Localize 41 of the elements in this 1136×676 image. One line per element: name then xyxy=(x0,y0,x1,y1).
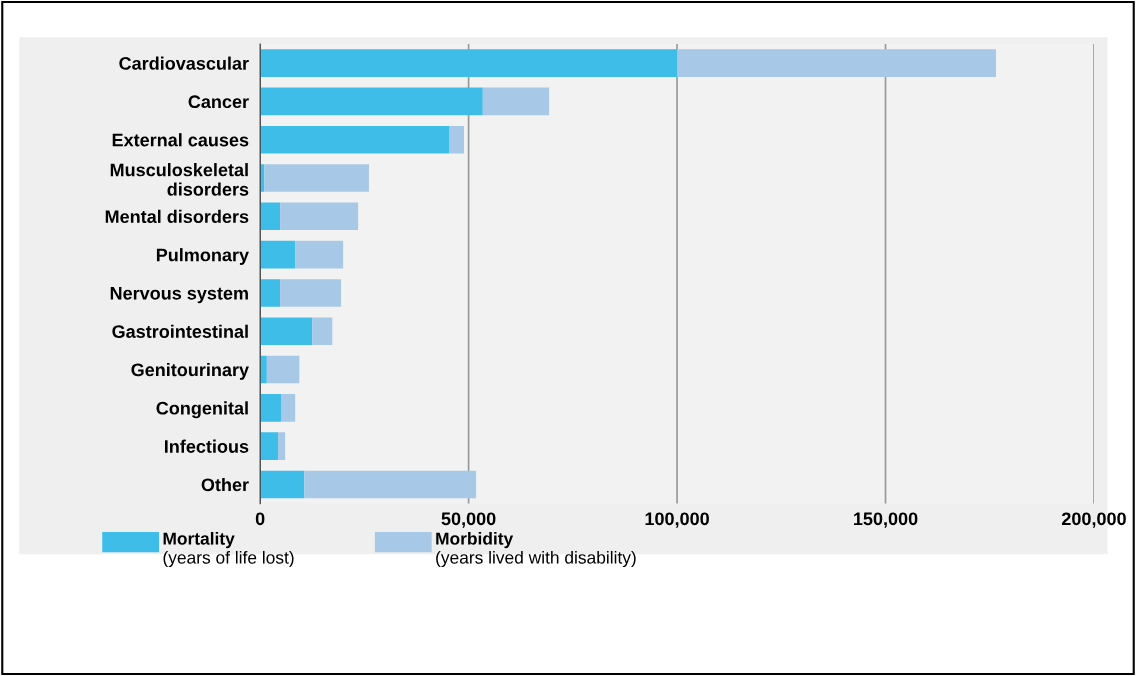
bar xyxy=(260,394,281,422)
bar xyxy=(280,279,342,307)
bar xyxy=(482,87,550,116)
bar xyxy=(260,317,313,346)
bar xyxy=(295,240,344,269)
y-tick-label: Pulmonary xyxy=(156,248,249,265)
bar xyxy=(260,202,281,231)
y-tick-label: Cancer xyxy=(188,95,249,109)
x-tick-label: 0 xyxy=(255,512,265,526)
bar xyxy=(312,317,333,346)
y-tick-label: Nervous system xyxy=(110,287,248,304)
x-tick-label: 200,000 xyxy=(1061,512,1126,528)
bar xyxy=(278,432,286,460)
bar xyxy=(304,470,477,499)
legend-label: Mortality (years of life lost) xyxy=(163,532,294,568)
y-tick-label: Mental disorders xyxy=(105,209,249,224)
legend-label: Morbidity (years lived with disability) xyxy=(436,532,636,568)
bar xyxy=(260,87,483,116)
y-tick-label: Infectious xyxy=(164,439,249,453)
y-tick-label: Gastrointestinal xyxy=(112,324,248,338)
bar xyxy=(260,470,305,499)
bar xyxy=(260,432,279,460)
x-tick-label: 100,000 xyxy=(645,512,709,528)
y-tick-label: Congenital xyxy=(156,401,248,419)
bar xyxy=(260,125,450,154)
y-tick-label: Genitourinary xyxy=(131,363,249,380)
y-tick-label: External causes xyxy=(112,133,249,147)
bar xyxy=(280,394,296,422)
x-tick-label: 50,000 xyxy=(441,512,496,528)
bar xyxy=(449,125,465,154)
y-tick-label: Musculoskeletal disorders xyxy=(110,163,249,196)
bar xyxy=(260,240,296,269)
bar xyxy=(264,164,369,192)
bar xyxy=(677,49,996,77)
bar xyxy=(280,202,359,231)
bar xyxy=(266,355,300,384)
bar xyxy=(260,279,281,307)
x-tick-label: 150,000 xyxy=(854,512,918,528)
bar xyxy=(260,49,678,77)
y-tick-label: Cardiovascular xyxy=(119,56,249,70)
y-tick-label: Other xyxy=(201,477,249,492)
